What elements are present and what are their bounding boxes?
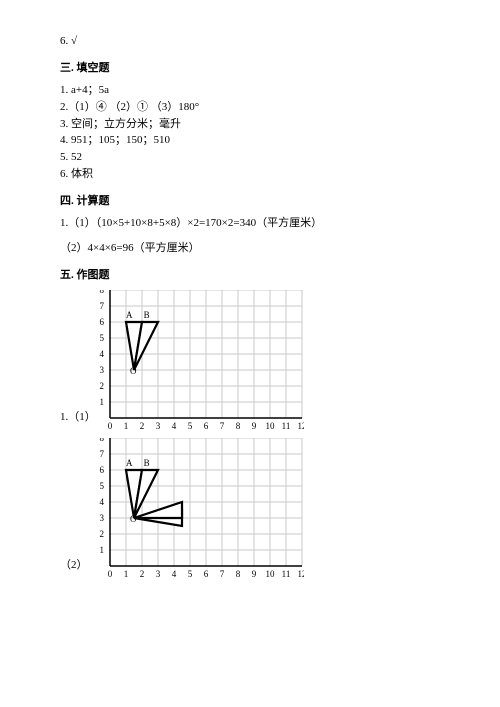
sec3-line1: 1. a+4；5a [60, 83, 440, 98]
sec4-line1: 1.（1）（10×5+10×8+5×8）×2=170×2=340（平方厘米） [60, 216, 440, 231]
section-4-header: 四. 计算题 [60, 192, 440, 208]
svg-text:4: 4 [172, 421, 177, 431]
figure-1-svg-holder: 012345678910111212345678ABO [94, 290, 304, 436]
sec3-line4: 4. 951；105；150；510 [60, 133, 440, 148]
sec3-line3: 3. 空间；立方分米；毫升 [60, 117, 440, 132]
svg-text:10: 10 [266, 569, 276, 579]
sec3-line5: 5. 52 [60, 150, 440, 165]
svg-text:4: 4 [100, 497, 105, 507]
svg-text:8: 8 [236, 569, 241, 579]
section-3-header: 三. 填空题 [60, 59, 440, 75]
svg-text:3: 3 [156, 569, 161, 579]
svg-text:9: 9 [252, 421, 257, 431]
section-5-header: 五. 作图题 [60, 266, 440, 282]
svg-text:1: 1 [124, 421, 129, 431]
svg-text:2: 2 [140, 421, 145, 431]
svg-text:1: 1 [100, 545, 105, 555]
svg-text:6: 6 [100, 465, 105, 475]
svg-text:4: 4 [172, 569, 177, 579]
svg-text:7: 7 [100, 449, 105, 459]
svg-text:1: 1 [124, 569, 129, 579]
svg-text:3: 3 [156, 421, 161, 431]
figure-2-row: （2） 012345678910111212345678ABO [60, 438, 440, 584]
svg-text:3: 3 [100, 513, 105, 523]
sec3-line6: 6. 体积 [60, 167, 440, 182]
svg-text:11: 11 [282, 421, 291, 431]
figure-2-label: （2） [60, 556, 94, 584]
svg-text:12: 12 [298, 569, 305, 579]
svg-text:5: 5 [100, 481, 105, 491]
svg-text:B: B [144, 310, 150, 320]
figure-2-svg-holder: 012345678910111212345678ABO [94, 438, 304, 584]
svg-text:6: 6 [204, 569, 209, 579]
sec4-line2: （2）4×4×6=96（平方厘米） [60, 241, 440, 256]
svg-text:0: 0 [108, 569, 113, 579]
sec3-line2: 2.（1）④ （2）① （3）180° [60, 100, 440, 115]
svg-text:1: 1 [100, 397, 105, 407]
figure-1-row: 1.（1） 012345678910111212345678ABO [60, 290, 440, 436]
svg-text:O: O [130, 366, 137, 376]
svg-text:11: 11 [282, 569, 291, 579]
svg-text:4: 4 [100, 349, 105, 359]
svg-text:2: 2 [100, 381, 105, 391]
svg-text:2: 2 [140, 569, 145, 579]
svg-text:2: 2 [100, 529, 105, 539]
svg-text:A: A [126, 458, 133, 468]
svg-text:6: 6 [204, 421, 209, 431]
svg-text:9: 9 [252, 569, 257, 579]
svg-text:5: 5 [100, 333, 105, 343]
svg-text:5: 5 [188, 569, 193, 579]
svg-text:12: 12 [298, 421, 305, 431]
svg-text:7: 7 [100, 301, 105, 311]
figure-1-label: 1.（1） [60, 408, 94, 436]
svg-text:5: 5 [188, 421, 193, 431]
svg-text:0: 0 [108, 421, 113, 431]
svg-text:O: O [130, 514, 137, 524]
svg-text:8: 8 [100, 438, 105, 443]
svg-text:3: 3 [100, 365, 105, 375]
svg-text:8: 8 [236, 421, 241, 431]
svg-text:A: A [126, 310, 133, 320]
svg-text:B: B [144, 458, 150, 468]
svg-text:7: 7 [220, 569, 225, 579]
svg-text:10: 10 [266, 421, 276, 431]
item-6-answer: 6. √ [60, 34, 440, 49]
svg-text:6: 6 [100, 317, 105, 327]
page-content: 6. √ 三. 填空题 1. a+4；5a 2.（1）④ （2）① （3）180… [0, 0, 500, 584]
svg-text:7: 7 [220, 421, 225, 431]
svg-text:8: 8 [100, 290, 105, 295]
